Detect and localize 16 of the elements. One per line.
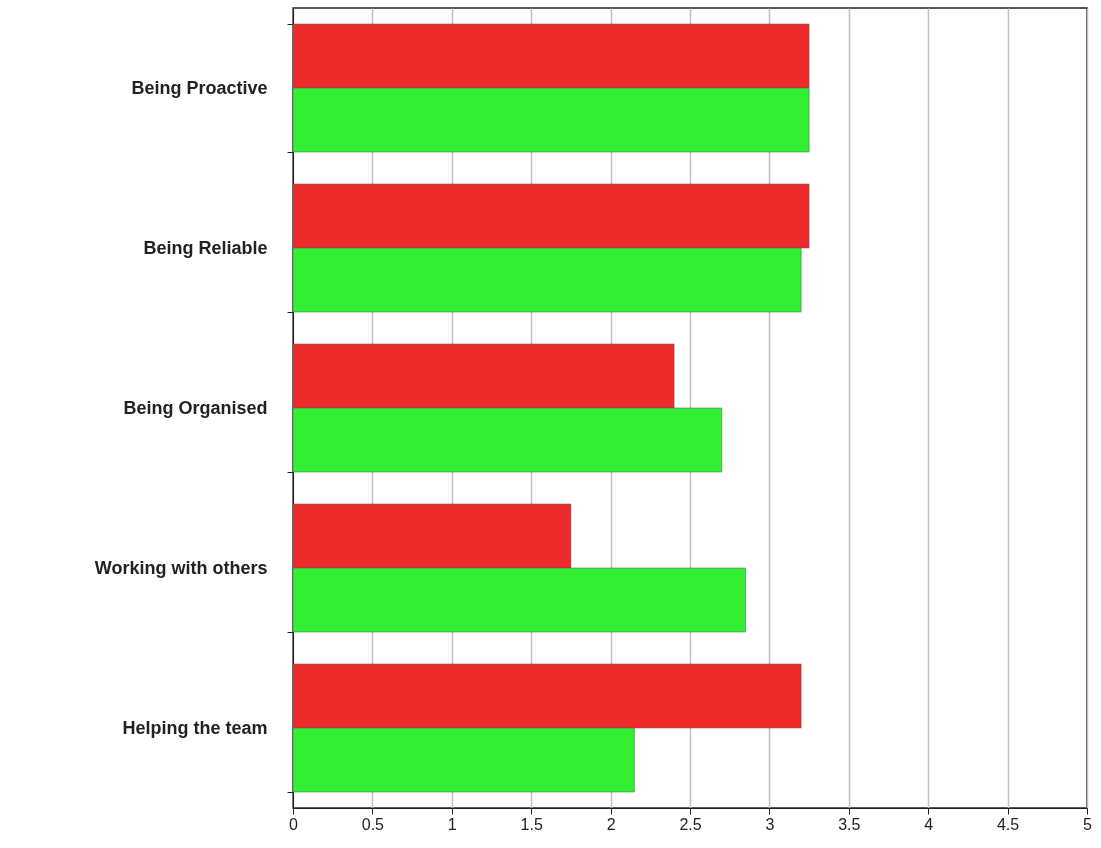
x-tick-label: 4.5 — [996, 815, 1020, 833]
x-tick-label: 2.5 — [679, 815, 702, 833]
y-tick-label: Helping the team — [122, 717, 268, 738]
x-tick-label: 5 — [1083, 815, 1093, 833]
x-tick-label: 1.5 — [520, 815, 543, 833]
x-tick-label: 1 — [447, 815, 457, 833]
x-tick-label: 3.5 — [838, 815, 861, 833]
y-tick-label: Working with others — [94, 557, 268, 578]
y-tick-label: Being Proactive — [131, 77, 268, 98]
x-tick-label: 3 — [765, 815, 775, 833]
y-tick-label: Being Reliable — [143, 237, 268, 258]
x-tick-label: 4 — [924, 815, 934, 833]
x-tick-label: 0.5 — [361, 815, 385, 833]
x-tick-label: 2 — [606, 815, 616, 833]
y-tick-label: Being Organised — [123, 397, 268, 418]
x-tick-label: 0 — [289, 815, 299, 833]
